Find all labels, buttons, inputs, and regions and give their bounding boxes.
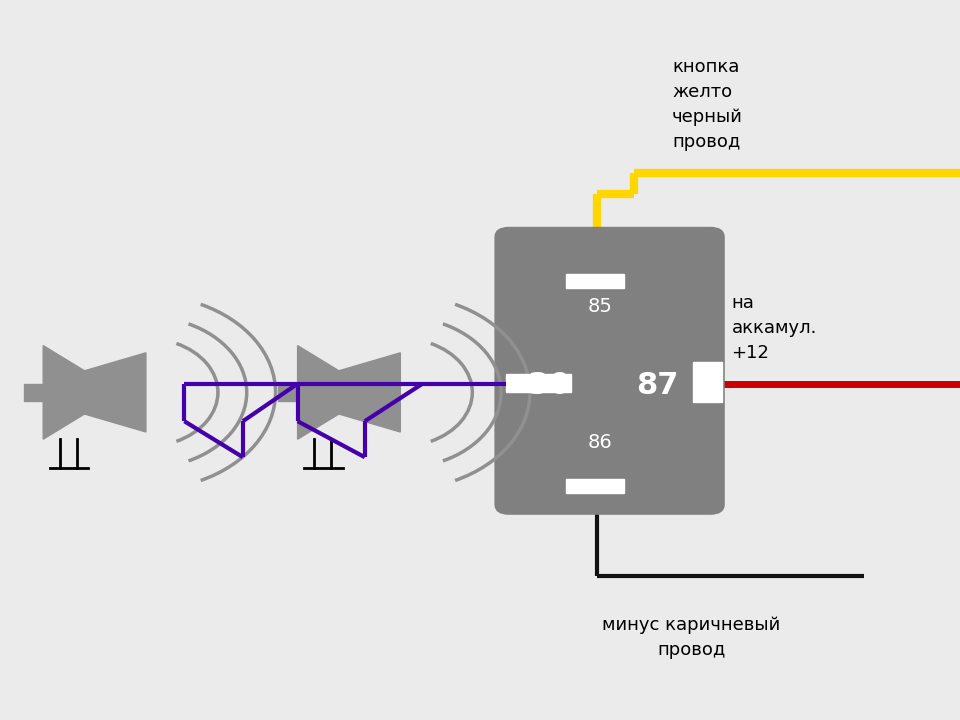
Bar [693, 362, 722, 402]
Bar [278, 384, 300, 401]
Text: 87: 87 [636, 371, 679, 400]
Bar [566, 479, 624, 493]
FancyBboxPatch shape [494, 227, 725, 515]
Text: 85: 85 [588, 297, 612, 315]
Bar [566, 274, 624, 288]
Text: кнопка
желто
черный
провод: кнопка желто черный провод [672, 58, 743, 150]
Text: минус каричневый
провод: минус каричневый провод [602, 616, 780, 659]
Text: 30: 30 [528, 371, 570, 400]
Polygon shape [84, 353, 146, 432]
Polygon shape [298, 346, 339, 439]
Text: 86: 86 [588, 433, 612, 452]
Polygon shape [43, 346, 84, 439]
Polygon shape [339, 353, 400, 432]
Bar [506, 374, 571, 392]
Text: на
аккамул.
+12: на аккамул. +12 [732, 294, 817, 361]
Bar [24, 384, 45, 401]
